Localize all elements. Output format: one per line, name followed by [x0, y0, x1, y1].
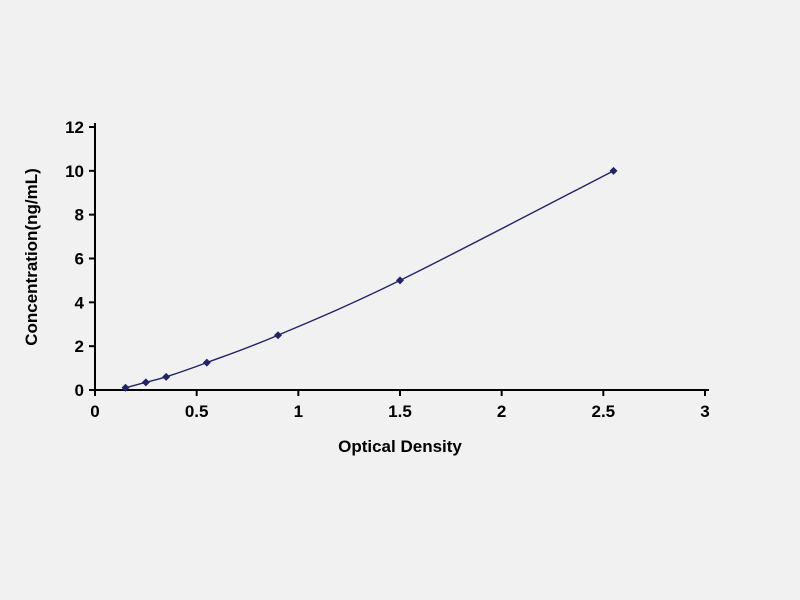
x-axis-title: Optical Density — [338, 437, 462, 456]
data-point-marker — [609, 166, 618, 175]
x-tick-label: 3 — [700, 402, 709, 421]
data-point-marker — [141, 378, 150, 387]
data-point-marker — [274, 331, 282, 340]
y-axis-title: Concentration(ng/mL) — [22, 168, 41, 346]
y-tick-label: 6 — [75, 250, 84, 269]
x-tick-label: 2 — [497, 402, 506, 421]
y-tick-label: 2 — [75, 337, 84, 356]
data-point-marker — [162, 372, 171, 381]
y-tick-label: 4 — [75, 293, 85, 312]
x-tick-label: 0.5 — [185, 402, 209, 421]
y-tick-label: 0 — [75, 381, 84, 400]
x-tick-label: 1 — [294, 402, 303, 421]
x-tick-label: 2.5 — [592, 402, 616, 421]
x-tick-label: 0 — [90, 402, 99, 421]
x-tick-label: 1.5 — [388, 402, 412, 421]
y-tick-label: 8 — [75, 206, 84, 225]
series-line-standard-curve — [125, 170, 614, 389]
data-point-marker — [396, 276, 404, 285]
data-point-marker — [121, 383, 130, 392]
y-tick-label: 10 — [65, 162, 84, 181]
y-tick-label: 12 — [65, 118, 84, 137]
data-point-marker — [202, 358, 211, 367]
